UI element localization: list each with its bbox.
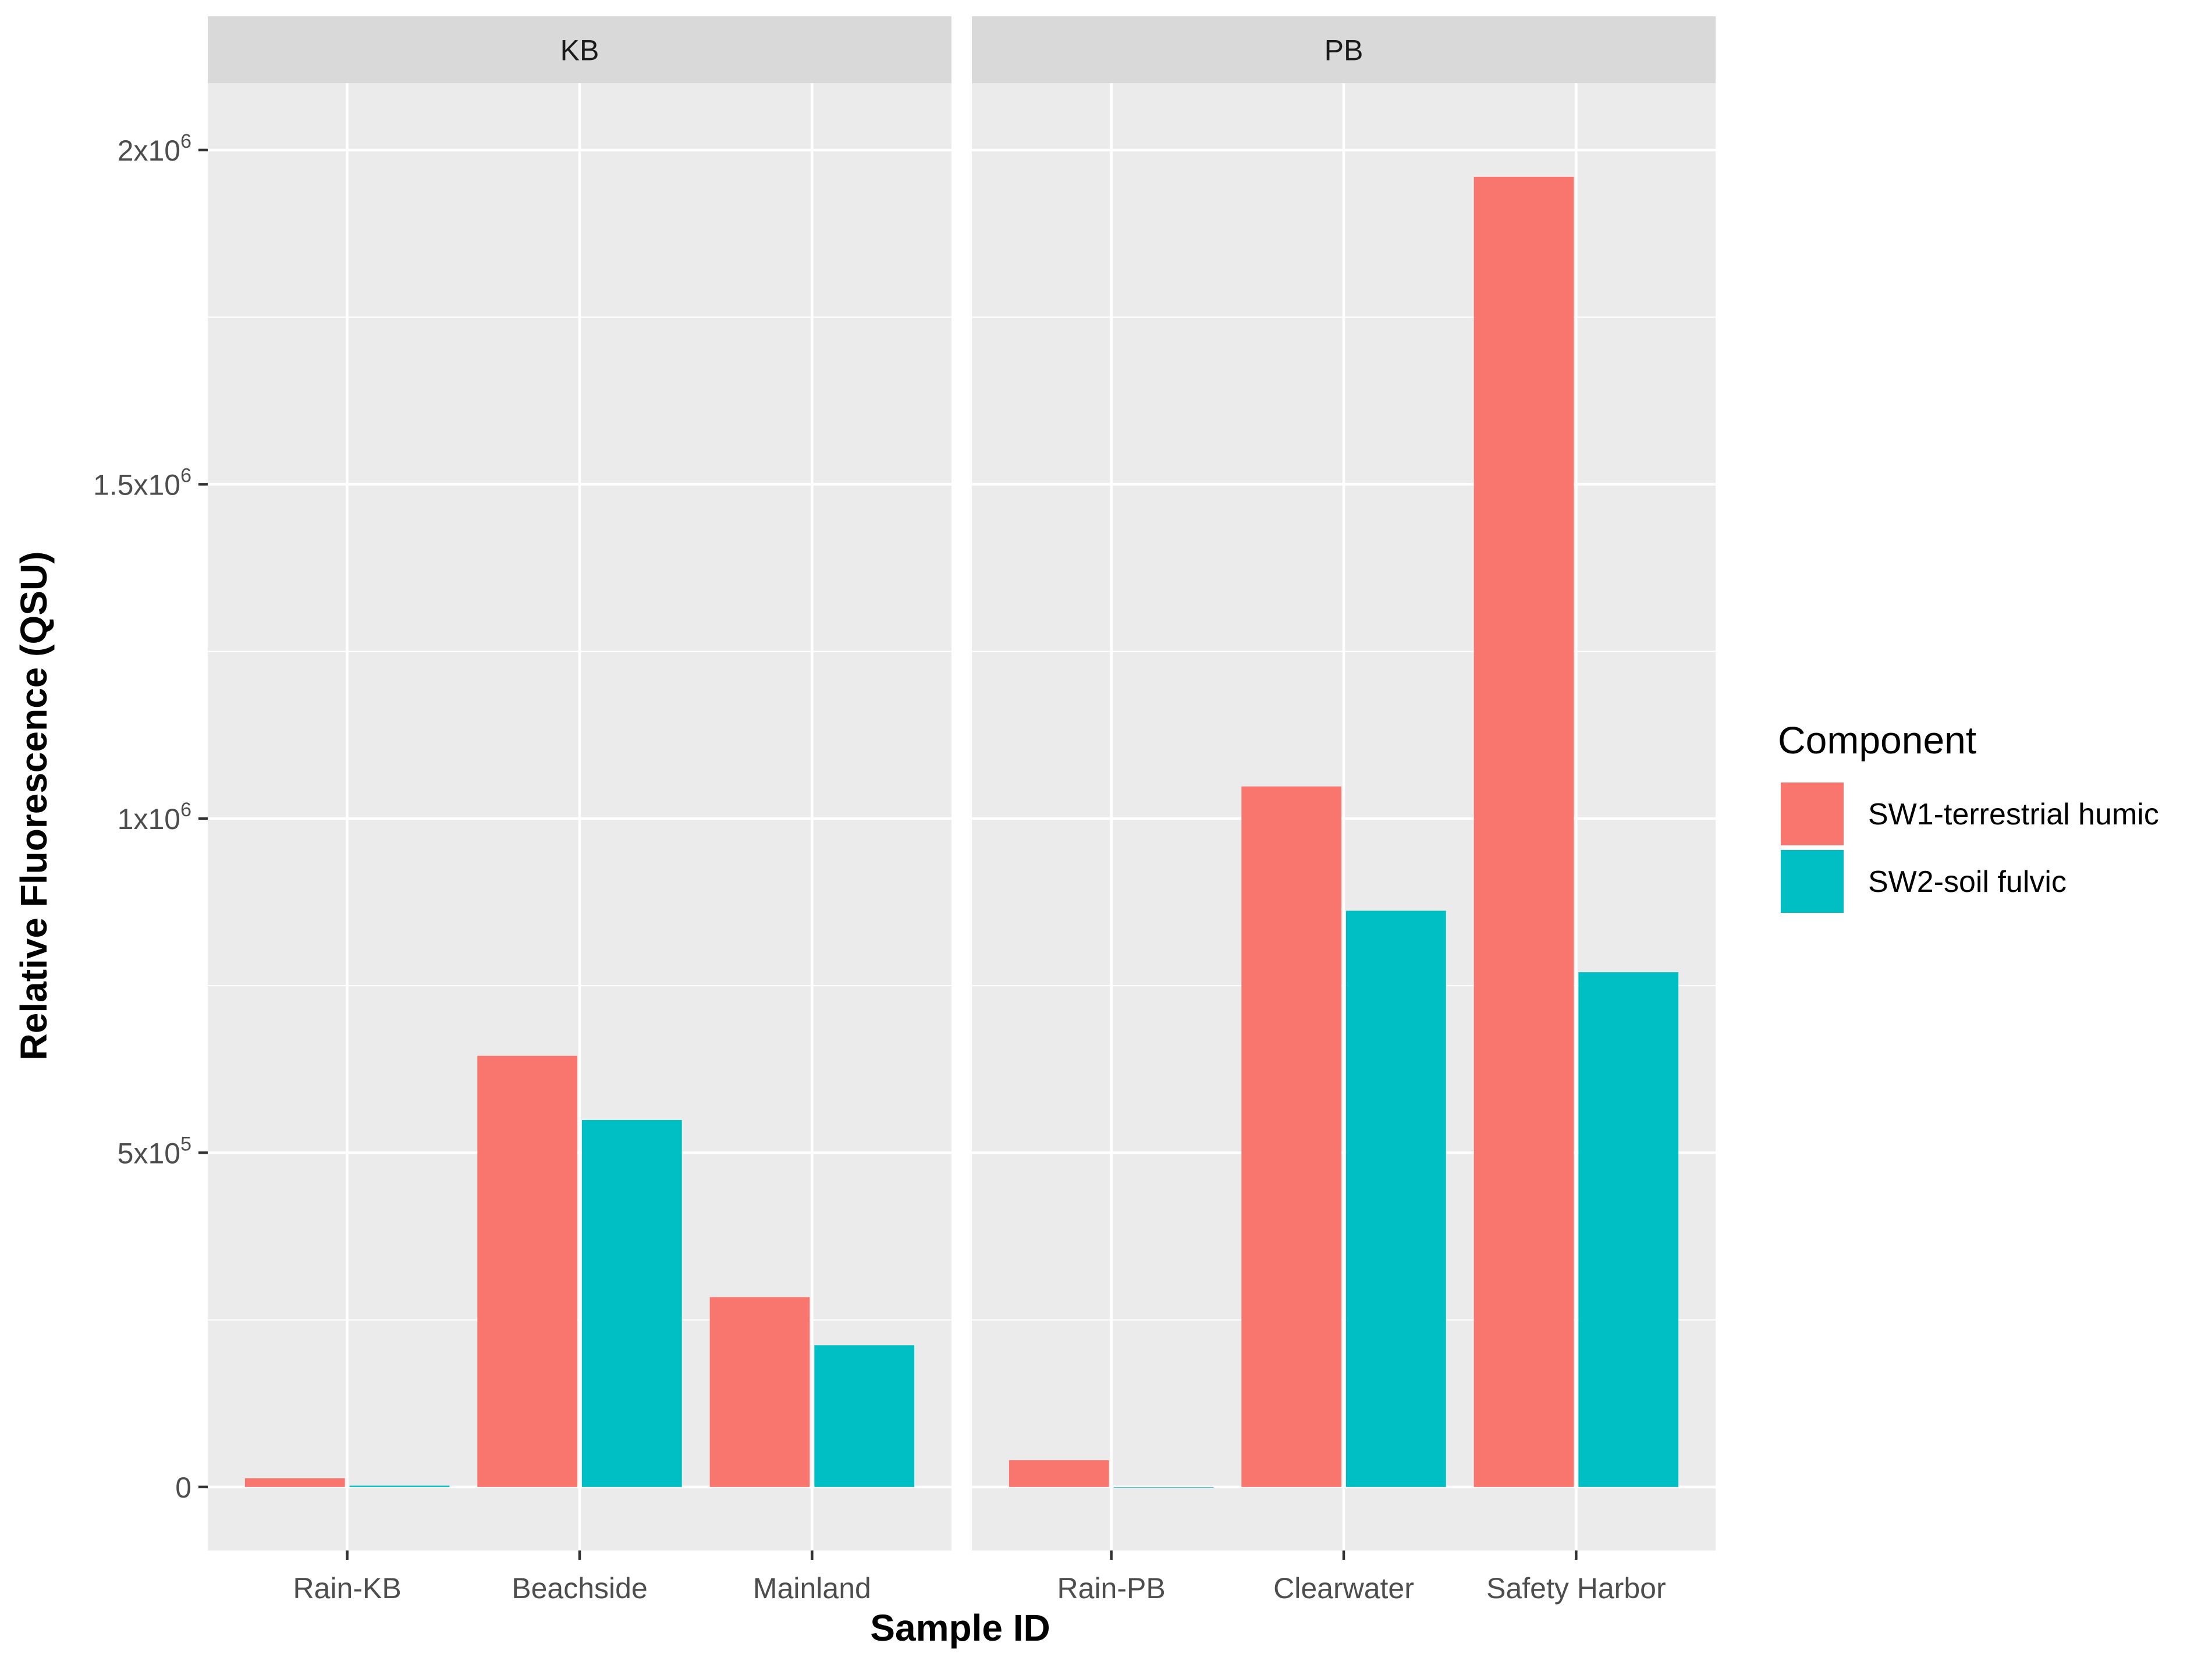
facet-strip <box>208 16 951 83</box>
legend: Component SW1-terrestrial humic SW2-soil … <box>1778 719 2159 913</box>
legend-label-sw2: SW2-soil fulvic <box>1868 865 2067 899</box>
bar-clearwater-sw2 <box>1346 911 1446 1487</box>
y-tick-label: 0 <box>175 1471 191 1504</box>
y-tick-label: 2x106 <box>118 130 191 167</box>
y-axis: 0 5x105 1x106 1.5x106 2x106 <box>93 130 208 1504</box>
y-tick-label: 1.5x106 <box>93 464 191 501</box>
x-tick-label: Rain-PB <box>1057 1572 1166 1605</box>
facet-panel-pb: Rain-PB Clearwater Safety Harbor PB <box>972 16 1716 1605</box>
y-axis-title: Relative Fluorescence (QSU) <box>13 552 55 1061</box>
x-tick-label: Safety Harbor <box>1486 1572 1666 1605</box>
bar-clearwater-sw1 <box>1241 786 1341 1487</box>
legend-title: Component <box>1778 719 1976 762</box>
facet-strip-label: PB <box>1325 34 1364 67</box>
bar-beachside-sw2 <box>582 1120 682 1487</box>
bar-beachside-sw1 <box>477 1055 577 1487</box>
bar-rain-pb-sw1 <box>1009 1460 1109 1487</box>
facet-panel-kb: Rain-KB Beachside Mainland KB <box>208 16 951 1605</box>
bar-mainland-sw2 <box>814 1345 915 1487</box>
bar-rain-pb-sw2 <box>1113 1486 1214 1488</box>
bar-safety-harbor-sw1 <box>1474 176 1574 1487</box>
bar-mainland-sw1 <box>709 1297 810 1487</box>
x-tick-label: Rain-KB <box>293 1572 402 1605</box>
facet-strip-label: KB <box>560 34 599 67</box>
x-tick-label: Beachside <box>512 1572 648 1605</box>
x-axis-title: Sample ID <box>870 1607 1050 1649</box>
facet-strip <box>972 16 1716 83</box>
legend-key-sw2 <box>1781 850 1844 913</box>
bar-rain-kb-sw2 <box>349 1485 450 1487</box>
legend-label-sw1: SW1-terrestrial humic <box>1868 798 2159 831</box>
y-tick-label: 5x105 <box>118 1133 191 1169</box>
x-tick-label: Clearwater <box>1273 1572 1414 1605</box>
y-tick-label: 1x106 <box>118 799 191 835</box>
bar-safety-harbor-sw2 <box>1578 972 1679 1487</box>
facet-panels: Rain-KB Beachside Mainland KB Rain-PB Clearwa… <box>208 16 1716 1605</box>
bar-rain-kb-sw1 <box>244 1478 345 1487</box>
x-tick-label: Mainland <box>753 1572 871 1605</box>
legend-key-sw1 <box>1781 783 1844 845</box>
